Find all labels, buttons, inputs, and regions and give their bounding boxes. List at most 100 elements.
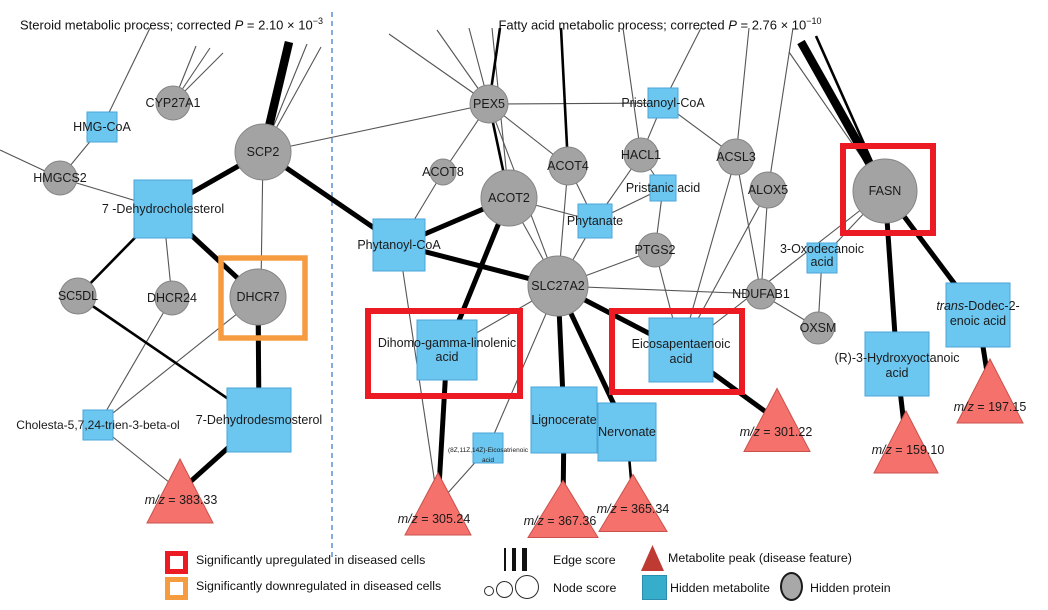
node-label-Phytanoyl-CoA: Phytanoyl-CoA (357, 238, 441, 252)
node-label-R-3-Hydroxyoctanoic: (R)-3-Hydroxyoctanoic (834, 351, 959, 365)
metabolite-node-Cholesta-trien (82, 409, 114, 441)
node-label-R-3-Hydroxyoctanoic: acid (886, 366, 909, 380)
node-score-icon (484, 573, 539, 599)
metabolite-peak-mz36534 (598, 473, 668, 532)
protein-node-DHCR7 (229, 268, 287, 326)
node-score-circle (515, 575, 539, 599)
protein-node-ACOT8 (429, 158, 457, 186)
node-label-Phytanate: Phytanate (567, 214, 623, 228)
node-label-Eicosapentaenoic: acid (670, 352, 693, 366)
peak-label-mz38333: m/z = 383.33 (145, 493, 218, 507)
node-label-SLC27A2: SLC27A2 (531, 279, 585, 293)
hidden-protein-legend-icon (780, 572, 803, 601)
node-label-3-Oxodecanoic: 3-Oxodecanoic (780, 242, 864, 256)
node-label-trans-Dodec: enoic acid (950, 314, 1006, 328)
edge (622, 27, 642, 156)
node-label-Dihomo: Dihomo-gamma-linolenic (378, 336, 516, 350)
node-label-SCP2: SCP2 (247, 145, 280, 159)
node-label-SC5DL: SC5DL (58, 289, 98, 303)
node-score-circle (484, 586, 494, 596)
protein-node-HMGCS2 (42, 160, 78, 196)
edge (97, 297, 173, 426)
node-label-Eicosatrienoic-small: acid (482, 457, 494, 464)
metabolite-peak-legend-label: Metabolite peak (disease feature) (668, 551, 852, 565)
node-label-Pristanoyl-CoA: Pristanoyl-CoA (621, 96, 705, 110)
metabolite-node-Dihomo (416, 319, 478, 381)
metabolite-node-HMG-CoA (86, 111, 118, 143)
upregulated-highlight-box (609, 308, 745, 395)
node-label-NDUFAB1: NDUFAB1 (732, 287, 790, 301)
metabolite-node-7-Dehydrocholesterol (133, 179, 193, 239)
peak-label-mz36736: m/z = 367.36 (524, 514, 597, 528)
edge (735, 156, 762, 295)
edge (97, 296, 259, 426)
edge (388, 33, 490, 105)
node-label-CYP27A1: CYP27A1 (146, 96, 201, 110)
node-label-HACL1: HACL1 (621, 148, 661, 162)
upregulated-legend-label: Significantly upregulated in diseased ce… (196, 553, 426, 567)
node-score-circle (496, 581, 513, 598)
edge-score-bar (521, 547, 527, 571)
edge-score-label: Edge score (553, 553, 616, 567)
upregulated-highlight-box (840, 143, 936, 236)
p-value-symbol: P (728, 17, 737, 33)
metabolite-peak-mz30122 (743, 387, 811, 452)
protein-node-ACOT2 (480, 169, 538, 227)
metabolite-node-Pristanic-acid (649, 174, 677, 202)
metabolite-node-R-3-Hydroxyoctanoic (864, 331, 930, 397)
node-label-ACSL3: ACSL3 (716, 150, 756, 164)
p-value-exponent: −10 (806, 16, 822, 26)
node-label-Eicosapentaenoic: Eicosapentaenoic (632, 337, 731, 351)
node-label-trans-Dodec: trans-Dodec-2- (936, 299, 1019, 313)
metabolite-node-Eicosapentaenoic (648, 317, 714, 383)
node-label-HMGCS2: HMGCS2 (33, 171, 87, 185)
title-right-text: Fatty acid metabolic process; corrected (498, 17, 729, 33)
edge (767, 27, 794, 191)
metabolite-node-Phytanate (577, 203, 613, 239)
p-value-exponent: −3 (312, 16, 323, 26)
edge (557, 285, 762, 295)
protein-node-ALOX5 (749, 171, 787, 209)
node-label-HMG-CoA: HMG-CoA (73, 120, 131, 134)
peak-label-mz15910: m/z = 159.10 (872, 443, 945, 457)
node-label-PTGS2: PTGS2 (635, 243, 676, 257)
protein-node-SLC27A2 (527, 255, 589, 317)
hidden-protein-legend-label: Hidden protein (810, 581, 891, 595)
protein-node-SCP2 (234, 123, 292, 181)
node-label-3-Oxodecanoic: acid (811, 255, 834, 269)
node-label-DHCR24: DHCR24 (147, 291, 197, 305)
protein-node-HACL1 (623, 137, 659, 173)
node-label-7-Dehydrodesmosterol: 7-Dehydrodesmosterol (196, 413, 322, 427)
node-label-Pristanic-acid: Pristanic acid (626, 181, 700, 195)
node-label-Lignocerate: Lignocerate (531, 413, 596, 427)
node-label-ACOT4: ACOT4 (547, 159, 589, 173)
metabolite-peak-mz36736 (527, 479, 599, 538)
metabolite-node-7-Dehydrodesmosterol (226, 387, 292, 453)
metabolite-node-Lignocerate (530, 386, 598, 454)
upregulated-highlight-box (365, 308, 523, 399)
metabolite-node-3-Oxodecanoic (806, 242, 838, 274)
peak-label-mz36534: m/z = 365.34 (597, 502, 670, 516)
metabolite-peak-mz19715 (956, 357, 1024, 424)
edge-score-icon (504, 547, 527, 571)
node-label-OXSM: OXSM (800, 321, 837, 335)
peak-label-mz30524: m/z = 305.24 (398, 512, 471, 526)
node-label-FASN: FASN (869, 184, 902, 198)
node-label-Nervonate: Nervonate (598, 425, 656, 439)
edge-score-bar (512, 547, 516, 571)
protein-node-NDUFAB1 (745, 278, 777, 310)
hidden-metabolite-legend-icon (642, 575, 667, 600)
node-label-7-Dehydrocholesterol: 7 -Dehydrocholesterol (102, 202, 224, 216)
edge-score-bar (504, 547, 506, 571)
metabolite-node-Eicosatrienoic-small (472, 432, 504, 464)
edge (680, 190, 886, 351)
metabolite-peak-mz38333 (146, 457, 214, 524)
protein-node-PTGS2 (637, 232, 673, 268)
peak-label-mz30122: m/z = 301.22 (740, 425, 813, 439)
metabolite-node-Pristanoyl-CoA (647, 87, 679, 119)
protein-node-SC5DL (59, 277, 97, 315)
protein-node-DHCR24 (154, 280, 190, 316)
node-label-Cholesta-trien: Cholesta-5,7,24-trien-3-beta-ol (16, 418, 179, 432)
downregulated-legend-icon (165, 577, 188, 600)
